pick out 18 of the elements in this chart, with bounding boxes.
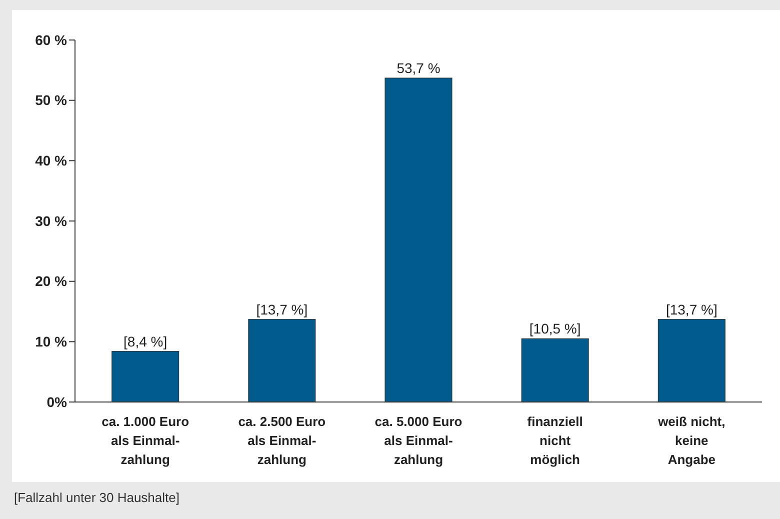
y-tick-label: 30 %: [35, 212, 68, 229]
x-tick-label: ca. 2.500 Euro als Einmal- zahlung: [238, 414, 326, 467]
data-label: [8,4 %]: [124, 333, 168, 350]
y-tick-label: 50 %: [35, 92, 68, 108]
x-tick-label: ca. 5.000 Euro als Einmal- zahlung: [374, 414, 462, 467]
y-tick-label: 20 %: [35, 273, 68, 290]
y-tick-label: 40 %: [35, 152, 68, 169]
y-tick-label: 10 %: [35, 334, 68, 350]
y-tick-label: 0%: [46, 394, 68, 410]
y-tick-label: 60 %: [35, 32, 68, 48]
x-tick-label: weiß nicht, keine Angabe: [657, 414, 726, 467]
text: [Fallzahl unter 30 Haushalte]: [14, 490, 180, 505]
x-tick-label: ca. 1.000 Euro als Einmal- zahlung: [102, 414, 190, 467]
data-label: [13,7 %]: [256, 301, 308, 318]
data-label: [13,7 %]: [666, 301, 718, 318]
x-tick-label: finanziell nicht möglich: [527, 414, 583, 467]
data-label: 53,7 %: [396, 60, 440, 76]
data-label: [10,5 %]: [529, 320, 581, 337]
